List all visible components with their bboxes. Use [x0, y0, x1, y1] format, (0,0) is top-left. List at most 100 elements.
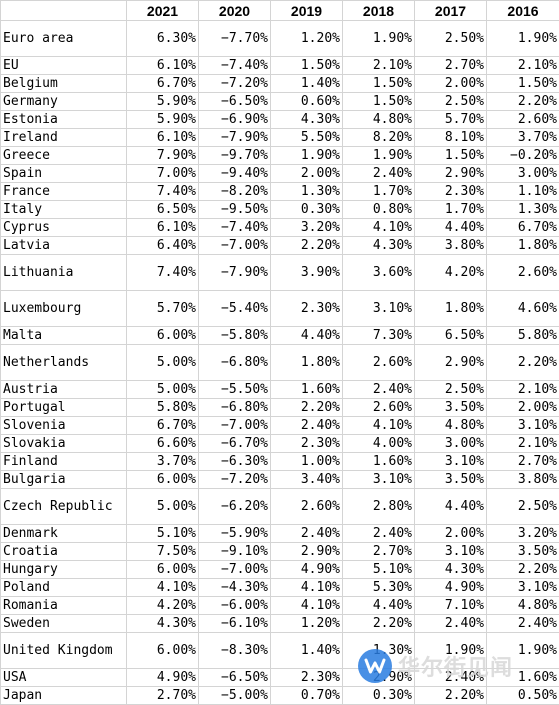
value-cell: 5.30%: [342, 578, 415, 597]
value-cell: 5.80%: [126, 398, 199, 417]
value-cell: 3.10%: [414, 542, 487, 561]
value-cell: 1.40%: [270, 632, 343, 669]
country-cell: Denmark: [0, 524, 127, 543]
header-cell-year: 2017: [414, 0, 487, 21]
value-cell: 1.20%: [270, 614, 343, 633]
value-cell: 6.60%: [126, 434, 199, 453]
value-cell: 1.90%: [486, 632, 559, 669]
value-cell: 2.30%: [414, 182, 487, 201]
value-cell: 7.30%: [342, 326, 415, 345]
value-cell: 7.90%: [126, 146, 199, 165]
country-cell: Italy: [0, 200, 127, 219]
country-cell: Hungary: [0, 560, 127, 579]
value-cell: 6.30%: [126, 20, 199, 57]
value-cell: 1.50%: [342, 92, 415, 111]
country-cell: Slovenia: [0, 416, 127, 435]
country-cell: EU: [0, 56, 127, 75]
value-cell: 2.90%: [414, 164, 487, 183]
value-cell: 4.90%: [414, 578, 487, 597]
value-cell: 4.40%: [342, 596, 415, 615]
value-cell: 1.60%: [342, 452, 415, 471]
table-row: Austria 5.00% −5.50% 1.60% 2.40% 2.50% 2.10%: [0, 380, 559, 399]
value-cell: 2.70%: [342, 542, 415, 561]
value-cell: −6.70%: [198, 434, 271, 453]
table-row: Denmark 5.10% −5.90% 2.40% 2.40% 2.00% 3.20%: [0, 524, 559, 543]
table-row: Poland 4.10% −4.30% 4.10% 5.30% 4.90% 3.10%: [0, 578, 559, 597]
value-cell: 5.10%: [126, 524, 199, 543]
value-cell: 2.20%: [486, 344, 559, 381]
value-cell: −5.00%: [198, 686, 271, 705]
table-row: Malta 6.00% −5.80% 4.40% 7.30% 6.50% 5.80%: [0, 326, 559, 345]
country-cell: Finland: [0, 452, 127, 471]
value-cell: −7.40%: [198, 56, 271, 75]
value-cell: −7.00%: [198, 416, 271, 435]
value-cell: 5.00%: [126, 488, 199, 525]
value-cell: 3.00%: [486, 164, 559, 183]
value-cell: 5.70%: [126, 290, 199, 327]
value-cell: 2.30%: [270, 434, 343, 453]
table-row: Ireland 6.10% −7.90% 5.50% 8.20% 8.10% 3.70%: [0, 128, 559, 147]
value-cell: 1.80%: [486, 236, 559, 255]
value-cell: 2.70%: [486, 452, 559, 471]
table-row: Belgium 6.70% −7.20% 1.40% 1.50% 2.00% 1.50%: [0, 74, 559, 93]
country-cell: Euro area: [0, 20, 127, 57]
country-cell: Latvia: [0, 236, 127, 255]
value-cell: 7.40%: [126, 254, 199, 291]
value-cell: −5.80%: [198, 326, 271, 345]
value-cell: 1.30%: [270, 182, 343, 201]
value-cell: −8.30%: [198, 632, 271, 669]
table-row: Bulgaria 6.00% −7.20% 3.40% 3.10% 3.50% 3.80%: [0, 470, 559, 489]
header-cell-year: 2019: [270, 0, 343, 21]
value-cell: 2.30%: [270, 668, 343, 687]
country-cell: Romania: [0, 596, 127, 615]
country-cell: Japan: [0, 686, 127, 705]
country-cell: United Kingdom: [0, 632, 127, 669]
table-row: Croatia 7.50% −9.10% 2.90% 2.70% 3.10% 3.50%: [0, 542, 559, 561]
value-cell: 2.40%: [414, 668, 487, 687]
value-cell: 1.70%: [414, 200, 487, 219]
value-cell: 4.10%: [342, 218, 415, 237]
value-cell: 5.90%: [126, 92, 199, 111]
table-row: Euro area 6.30% −7.70% 1.20% 1.90% 2.50% 1.90%: [0, 20, 559, 57]
country-cell: Germany: [0, 92, 127, 111]
value-cell: −7.90%: [198, 128, 271, 147]
country-cell: Spain: [0, 164, 127, 183]
value-cell: 3.10%: [414, 452, 487, 471]
value-cell: 2.70%: [126, 686, 199, 705]
country-cell: Austria: [0, 380, 127, 399]
value-cell: 8.20%: [342, 128, 415, 147]
value-cell: 2.40%: [342, 524, 415, 543]
value-cell: 3.00%: [414, 434, 487, 453]
value-cell: 6.70%: [126, 416, 199, 435]
value-cell: 5.80%: [486, 326, 559, 345]
value-cell: 1.20%: [270, 20, 343, 57]
value-cell: 3.20%: [486, 524, 559, 543]
value-cell: 3.50%: [414, 470, 487, 489]
value-cell: −6.80%: [198, 344, 271, 381]
value-cell: −6.10%: [198, 614, 271, 633]
value-cell: 4.40%: [414, 218, 487, 237]
value-cell: −7.90%: [198, 254, 271, 291]
value-cell: −5.90%: [198, 524, 271, 543]
value-cell: 3.10%: [486, 416, 559, 435]
value-cell: 4.60%: [486, 290, 559, 327]
table-row: Italy 6.50% −9.50% 0.30% 0.80% 1.70% 1.30%: [0, 200, 559, 219]
table-row: Estonia 5.90% −6.90% 4.30% 4.80% 5.70% 2.60%: [0, 110, 559, 129]
value-cell: −5.40%: [198, 290, 271, 327]
value-cell: 2.40%: [270, 524, 343, 543]
value-cell: −7.00%: [198, 560, 271, 579]
table-row: Lithuania 7.40% −7.90% 3.90% 3.60% 4.20% 2.60%: [0, 254, 559, 291]
value-cell: 1.30%: [486, 200, 559, 219]
value-cell: 2.30%: [270, 290, 343, 327]
value-cell: 0.50%: [486, 686, 559, 705]
value-cell: 4.30%: [270, 110, 343, 129]
value-cell: 1.10%: [486, 182, 559, 201]
value-cell: 1.70%: [342, 182, 415, 201]
value-cell: 2.20%: [414, 686, 487, 705]
value-cell: 2.40%: [342, 380, 415, 399]
value-cell: 1.90%: [414, 632, 487, 669]
table-row: Germany 5.90% −6.50% 0.60% 1.50% 2.50% 2.20%: [0, 92, 559, 111]
value-cell: 2.70%: [414, 56, 487, 75]
value-cell: 4.10%: [342, 416, 415, 435]
value-cell: 3.40%: [270, 470, 343, 489]
